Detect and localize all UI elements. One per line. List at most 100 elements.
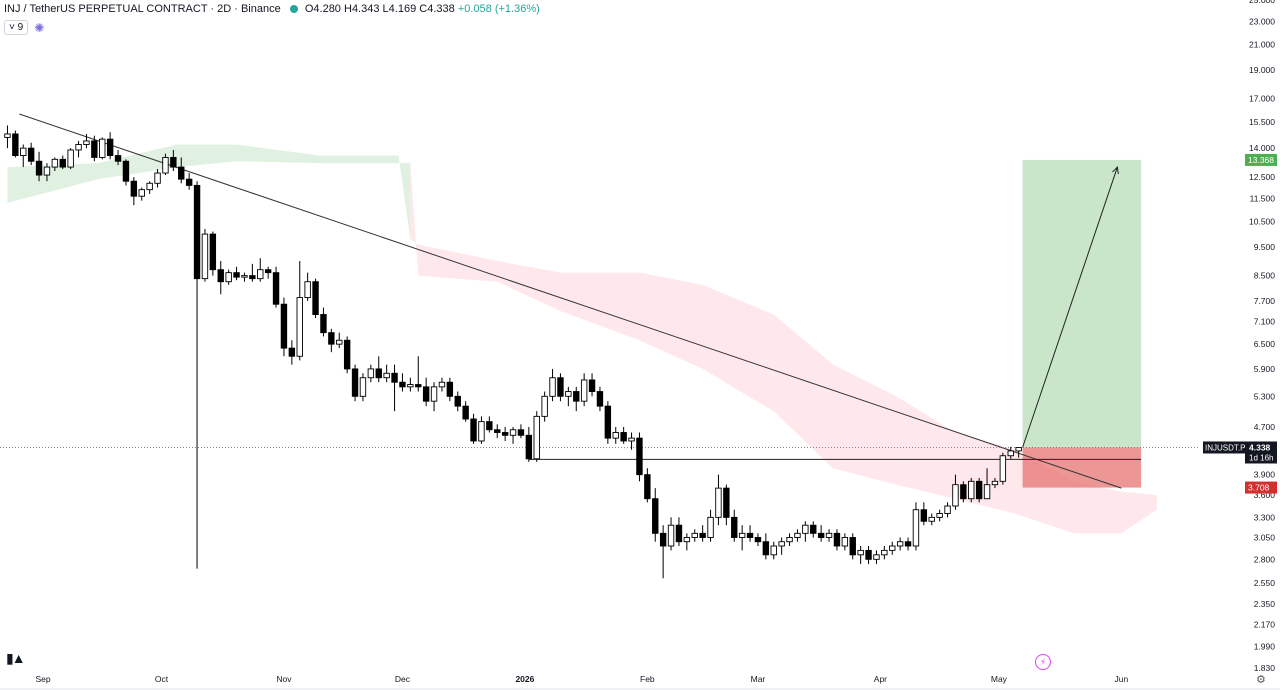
candle-body xyxy=(59,158,66,168)
price-axis-label: 2.800 xyxy=(1254,554,1276,564)
price-axis-label: 21.000 xyxy=(1249,40,1275,50)
candle-body xyxy=(27,147,35,162)
candle-body xyxy=(501,432,509,436)
price-axis-label: 1.830 xyxy=(1254,663,1276,673)
candle-body xyxy=(170,156,177,168)
candle-body xyxy=(944,505,951,514)
ohlc-open: O4.280 xyxy=(304,3,341,15)
candle-body xyxy=(983,484,991,500)
candle-body xyxy=(991,480,999,486)
candle-body xyxy=(391,372,398,383)
candle-body xyxy=(328,332,335,345)
projection-arrow-head xyxy=(1112,165,1119,175)
candle-body xyxy=(209,233,217,271)
tradingview-logo-icon[interactable]: ▮▲ xyxy=(6,650,26,666)
price-axis-label: 3.050 xyxy=(1254,532,1276,542)
drawing-lines[interactable] xyxy=(0,113,1200,489)
price-change: +0.058 (+1.36%) xyxy=(457,3,540,15)
ohlc-high: H4.343 xyxy=(344,3,380,15)
symbol-tag-bg xyxy=(1203,441,1245,454)
indicator-count: 9 xyxy=(17,22,24,33)
price-axis-label: 7.700 xyxy=(1254,296,1276,306)
candle-body xyxy=(509,429,517,436)
candle-body xyxy=(272,272,280,305)
cloud-segment xyxy=(177,144,237,168)
cloud-segment xyxy=(773,314,833,469)
candle-body xyxy=(691,532,698,538)
candle-body xyxy=(912,509,920,547)
candles xyxy=(4,125,1022,579)
candle-body xyxy=(541,395,548,417)
symbol-tag: INJUSDT.P xyxy=(1205,443,1245,452)
candle-body xyxy=(1015,447,1022,452)
settings-icon[interactable]: ⚙ xyxy=(1256,674,1266,686)
cloud-segment xyxy=(398,155,411,240)
candle-body xyxy=(857,549,864,556)
time-axis-label: 2026 xyxy=(515,674,534,684)
flash-icon[interactable]: ⚡ xyxy=(1035,654,1051,670)
descending-trendline[interactable] xyxy=(19,113,1122,489)
current-price-tag-bg xyxy=(1245,441,1277,464)
price-axis-label: 7.100 xyxy=(1254,317,1276,327)
price-axis-label: 5.300 xyxy=(1254,391,1276,401)
candle-body xyxy=(873,554,880,560)
candle-body xyxy=(620,432,627,442)
candle-body xyxy=(486,421,493,431)
price-axis-label: 3.600 xyxy=(1254,490,1276,500)
price-axis-label: 2.550 xyxy=(1254,578,1276,588)
candle-body xyxy=(517,429,525,436)
cloud-segment xyxy=(560,272,640,341)
candle-body xyxy=(786,537,793,543)
bar-countdown: 1d 16h xyxy=(1249,453,1273,462)
price-axis-label: 2.350 xyxy=(1254,599,1276,609)
candle-body xyxy=(20,147,27,156)
chart-header: INJ / TetherUS PERPETUAL CONTRACT · 2D ·… xyxy=(4,3,540,15)
candle-body xyxy=(636,437,643,476)
candle-body xyxy=(588,379,596,392)
long-position-tool[interactable] xyxy=(1022,159,1142,488)
indicator-collapse-button[interactable]: ˅ 9 xyxy=(4,20,29,35)
candle-body xyxy=(217,269,224,283)
candle-body xyxy=(968,480,975,500)
candle-body xyxy=(928,516,935,522)
candle-body xyxy=(667,524,675,547)
candle-body xyxy=(960,484,967,500)
symbol-title[interactable]: INJ / TetherUS PERPETUAL CONTRACT · 2D ·… xyxy=(4,3,281,15)
candle-body xyxy=(644,474,651,500)
cloud-segment xyxy=(98,144,178,180)
candle-body xyxy=(83,140,90,145)
candle-body xyxy=(723,487,730,518)
candle-body xyxy=(896,541,904,547)
candle-body xyxy=(1007,450,1014,457)
indicator-settings-icon[interactable]: ✺ xyxy=(34,20,45,35)
time-axis-label: Sep xyxy=(35,674,50,684)
price-axis-label: 19.000 xyxy=(1249,65,1275,75)
cloud-segment xyxy=(319,155,399,164)
candle-body xyxy=(833,532,841,547)
time-axis-label: Oct xyxy=(155,674,169,684)
candle-body xyxy=(178,166,185,180)
market-status-icon xyxy=(289,5,298,13)
candle-body xyxy=(35,160,43,176)
projection-arrow[interactable] xyxy=(1022,166,1118,448)
price-axis-label: 12.500 xyxy=(1249,172,1275,182)
candle-body xyxy=(351,368,359,397)
candle-body xyxy=(612,432,619,439)
candle-body xyxy=(825,532,833,538)
price-axis-label: 3.900 xyxy=(1254,470,1276,480)
candle-body xyxy=(138,189,145,197)
candle-body xyxy=(683,537,691,543)
candle-body xyxy=(715,487,722,518)
candle-body xyxy=(375,368,382,379)
target-zone[interactable] xyxy=(1022,159,1142,448)
candle-body xyxy=(652,498,659,534)
candle-body xyxy=(952,484,959,507)
candle-body xyxy=(185,178,193,186)
target-price-tag-bg xyxy=(1245,153,1277,166)
candle-body xyxy=(320,314,327,334)
stop-zone[interactable] xyxy=(1022,447,1142,488)
candle-body xyxy=(604,405,612,439)
price-axis-label: 25.000 xyxy=(1249,0,1275,5)
